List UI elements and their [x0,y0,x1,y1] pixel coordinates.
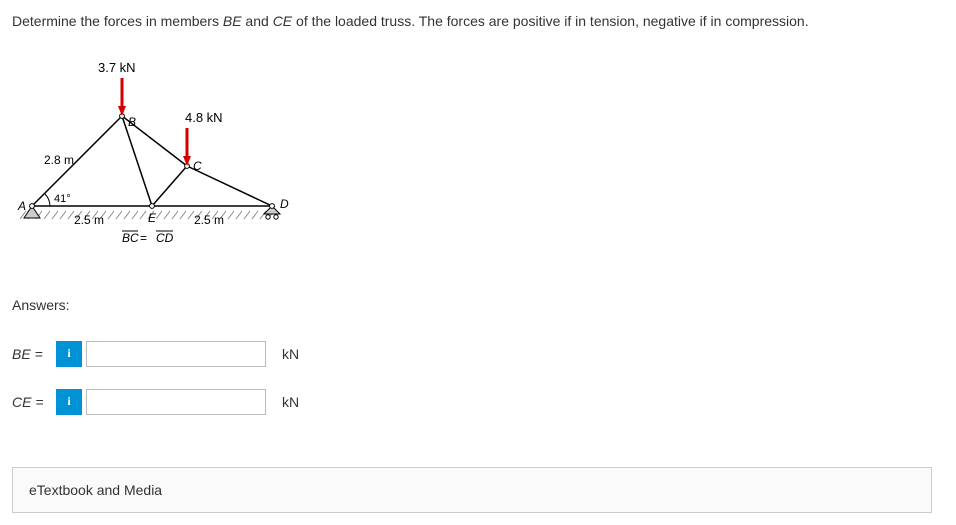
svg-text:2.8 m: 2.8 m [44,153,74,167]
member-be: BE [223,13,242,29]
svg-text:C: C [193,159,202,173]
svg-text:2.5 m: 2.5 m [194,213,224,227]
problem-prefix: Determine the forces in members [12,13,223,29]
svg-text:A: A [17,199,26,213]
problem-statement: Determine the forces in members BE and C… [12,12,944,32]
var-label-be: BE = [12,346,56,362]
problem-mid: and [242,13,273,29]
etextbook-button[interactable]: eTextbook and Media [12,467,932,513]
answer-row-be: BE = i kN [12,341,944,367]
svg-text:=: = [140,231,147,245]
svg-text:41°: 41° [54,193,71,205]
svg-text:B: B [128,115,136,129]
member-ce: CE [273,13,292,29]
truss-diagram: 3.7 kN4.8 kN2.8 m41°2.5 m2.5 mBC = CDABC… [12,56,944,269]
svg-text:E: E [148,211,157,225]
be-input[interactable] [86,341,266,367]
var-be: BE [12,346,31,362]
svg-text:D: D [280,197,289,211]
info-icon[interactable]: i [56,341,82,367]
var-label-ce: CE = [12,394,56,410]
svg-text:2.5 m: 2.5 m [74,213,104,227]
truss-svg: 3.7 kN4.8 kN2.8 m41°2.5 m2.5 mBC = CDABC… [12,56,312,266]
answers-heading: Answers: [12,297,944,313]
svg-text:3.7 kN: 3.7 kN [98,60,136,75]
ce-input[interactable] [86,389,266,415]
unit-ce: kN [282,394,299,410]
problem-suffix: of the loaded truss. The forces are posi… [292,13,808,29]
info-icon[interactable]: i [56,389,82,415]
svg-text:BC: BC [122,231,139,245]
answer-row-ce: CE = i kN [12,389,944,415]
unit-be: kN [282,346,299,362]
svg-text:4.8 kN: 4.8 kN [185,110,223,125]
svg-text:CD: CD [156,231,174,245]
var-ce: CE [12,394,31,410]
